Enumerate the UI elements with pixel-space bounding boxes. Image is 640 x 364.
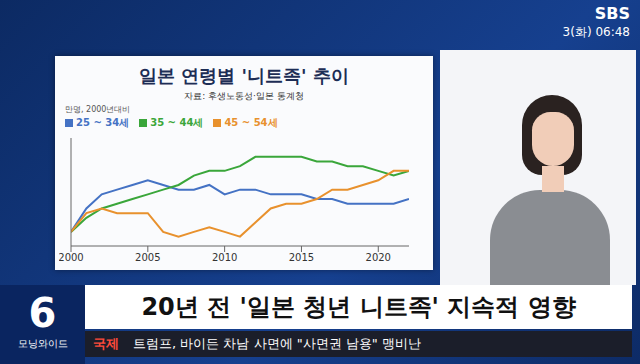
- html-text:25 ~ 34세: 25 ~ 34세: [76, 117, 130, 128]
- html-text:SBS: SBS: [594, 4, 630, 23]
- html-text:3(화) 06:48: 3(화) 06:48: [562, 25, 630, 39]
- svg-text:2015: 2015: [289, 252, 314, 263]
- html-text:모닝와이드: 모닝와이드: [17, 338, 68, 349]
- svg-text:2000: 2000: [59, 252, 84, 263]
- html-text:만명, 2000년대비: 만명, 2000년대비: [65, 105, 131, 114]
- html-text:국제: 국제: [93, 336, 119, 351]
- svg-text:2010: 2010: [212, 252, 237, 263]
- svg-text:2005: 2005: [135, 252, 160, 263]
- html-text:20년 전 '일본 청년 니트족' 지속적 영향: 20년 전 '일본 청년 니트족' 지속적 영향: [141, 293, 576, 321]
- html-text:자료: 후생노동성·일본 통계청: 자료: 후생노동성·일본 통계청: [184, 91, 304, 101]
- html-text:35 ~ 44세: 35 ~ 44세: [150, 117, 204, 128]
- html-text:일본 연령별 '니트족' 추이: 일본 연령별 '니트족' 추이: [139, 65, 349, 86]
- svg-text:2020: 2020: [366, 252, 391, 263]
- html-text:6: 6: [28, 290, 57, 336]
- html-text:45 ~ 54세: 45 ~ 54세: [224, 117, 278, 128]
- html-text:트럼프, 바이든 차남 사면에 "사면권 남용" 맹비난: 트럼프, 바이든 차남 사면에 "사면권 남용" 맹비난: [133, 336, 421, 351]
